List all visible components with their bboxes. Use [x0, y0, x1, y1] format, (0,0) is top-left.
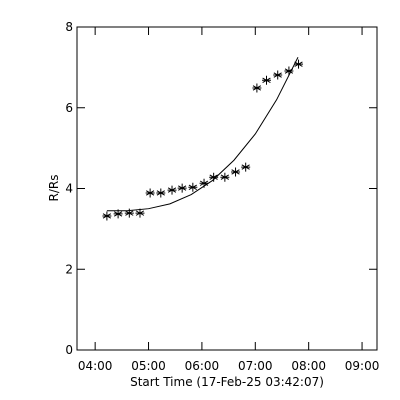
point — [262, 75, 272, 85]
point — [252, 83, 262, 93]
point — [124, 208, 134, 218]
point — [135, 208, 145, 218]
x-axis-label: Start Time (17-Feb-25 03:42:07) — [130, 375, 324, 389]
point — [241, 162, 251, 172]
y-tick-label: 2 — [65, 262, 73, 276]
point — [231, 167, 241, 177]
y-tick-label: 4 — [65, 182, 73, 196]
y-tick-label: 0 — [65, 343, 73, 357]
x-tick-label: 09:00 — [345, 359, 380, 373]
point — [294, 59, 304, 69]
plot-frame — [76, 26, 378, 351]
point — [273, 70, 283, 80]
y-tick-label: 8 — [65, 20, 73, 34]
point — [284, 66, 294, 76]
point — [209, 172, 219, 182]
point — [188, 182, 198, 192]
x-tick-label: 08:00 — [291, 359, 326, 373]
y-tick-label: 6 — [65, 101, 73, 115]
point — [102, 211, 112, 221]
point — [220, 172, 230, 182]
y-axis-label: R/Rs — [47, 175, 61, 202]
point — [199, 178, 209, 188]
x-tick-label: 07:00 — [238, 359, 273, 373]
point — [177, 183, 187, 193]
point — [145, 188, 155, 198]
x-tick-label: 06:00 — [185, 359, 220, 373]
fit-curve — [106, 57, 299, 212]
point — [113, 209, 123, 219]
x-tick-label: 05:00 — [131, 359, 166, 373]
point — [156, 188, 166, 198]
point — [167, 185, 177, 195]
x-tick-label: 04:00 — [78, 359, 113, 373]
